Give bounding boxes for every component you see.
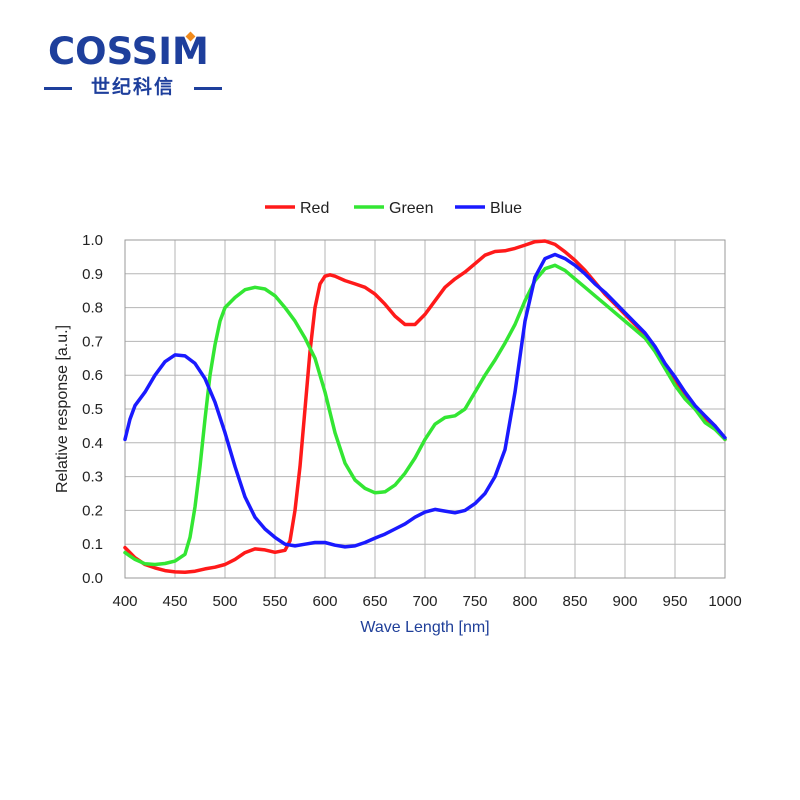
x-tick-label: 700: [412, 593, 437, 610]
x-axis-label: Wave Length [nm]: [360, 619, 489, 636]
logo-wordmark: COSSIM: [48, 30, 209, 73]
x-tick-label: 650: [362, 593, 387, 610]
y-tick-label: 0.9: [82, 266, 103, 283]
y-tick-label: 0.3: [82, 469, 103, 486]
x-tick-label: 750: [462, 593, 487, 610]
x-tick-label: 1000: [708, 593, 741, 610]
y-tick-label: 0.8: [82, 300, 103, 317]
plot-frame: [124, 239, 726, 579]
x-axis-ticks: 400 450 500 550 600 650 700 750 800 850 900 950 1000: [112, 593, 741, 610]
x-tick-label: 450: [162, 593, 187, 610]
x-tick-label: 800: [512, 593, 537, 610]
legend-label-green: Green: [389, 200, 433, 217]
y-axis-ticks: 0.0 0.1 0.2 0.3 0.4 0.5 0.6 0.7 0.8 0.9 1.0: [82, 232, 103, 587]
x-tick-label: 600: [312, 593, 337, 610]
y-tick-label: 0.4: [82, 435, 103, 452]
y-tick-label: 0.5: [82, 401, 103, 418]
x-tick-label: 950: [662, 593, 687, 610]
x-tick-label: 400: [112, 593, 137, 610]
y-tick-label: 0.7: [82, 333, 103, 350]
x-tick-label: 500: [212, 593, 237, 610]
logo-right-rule: [194, 87, 222, 90]
y-tick-label: 0.2: [82, 502, 103, 519]
y-tick-label: 1.0: [82, 232, 103, 249]
chart-legend: Red Green Blue: [265, 200, 522, 217]
x-tick-label: 900: [612, 593, 637, 610]
y-tick-label: 0.1: [82, 536, 103, 553]
series-line-blue: [123, 252, 727, 549]
legend-label-blue: Blue: [490, 200, 522, 217]
y-tick-label: 0.6: [82, 367, 103, 384]
logo-subtitle-row: 世纪科信: [44, 76, 222, 98]
x-tick-label: 850: [562, 593, 587, 610]
logo-left-rule: [44, 87, 72, 90]
chart-grid: [124, 239, 726, 579]
logo-subtitle: 世纪科信: [90, 76, 175, 98]
legend-label-red: Red: [300, 200, 329, 217]
company-logo: COSSIM 世纪科信: [44, 30, 224, 100]
chart-series: [123, 239, 727, 575]
y-tick-label: 0.0: [82, 570, 103, 587]
x-tick-label: 550: [262, 593, 287, 610]
y-axis-label: Relative response [a.u.]: [54, 325, 71, 493]
